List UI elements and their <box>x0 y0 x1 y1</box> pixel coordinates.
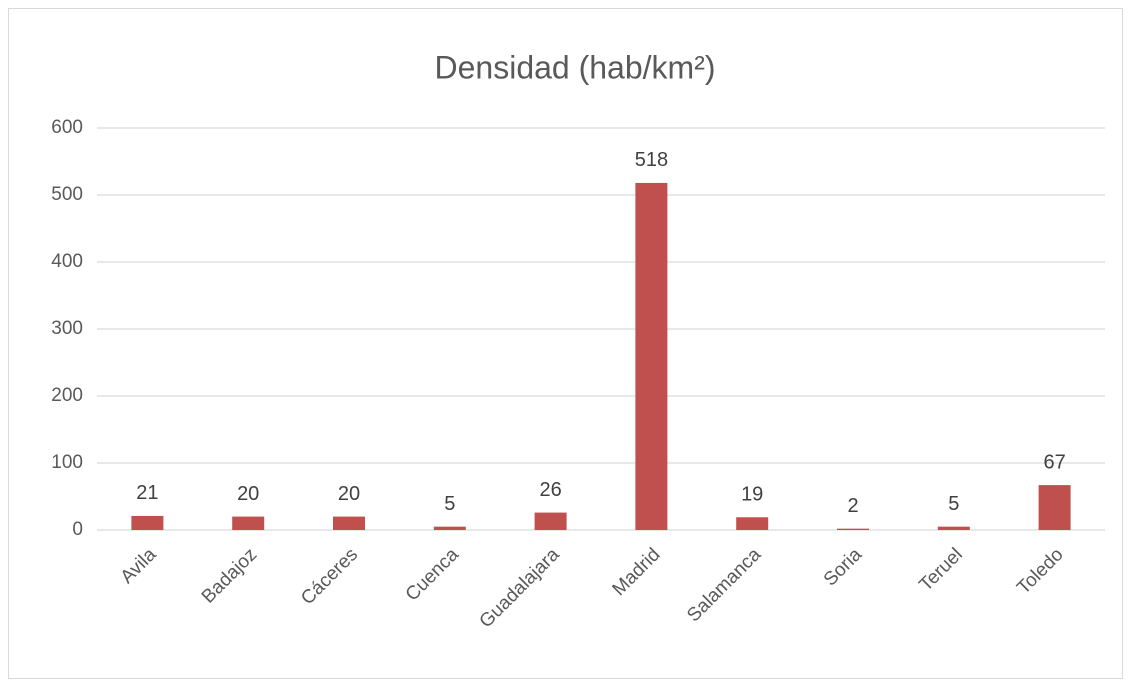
data-label: 5 <box>948 493 959 515</box>
data-label: 19 <box>741 484 763 506</box>
data-label: 518 <box>635 149 668 171</box>
bar <box>937 526 970 530</box>
data-label: 2 <box>847 495 858 517</box>
bar <box>534 512 567 530</box>
bar <box>736 517 769 530</box>
bar <box>433 526 466 530</box>
chart-frame <box>8 8 1123 679</box>
chart-title: Densidad (hab/km²) <box>435 49 716 85</box>
data-label: 21 <box>136 482 158 504</box>
data-label: 26 <box>539 479 561 501</box>
bar <box>232 516 265 530</box>
y-tick-label: 200 <box>51 385 83 406</box>
y-tick-label: 100 <box>51 452 83 473</box>
data-label: 5 <box>444 493 455 515</box>
y-tick-label: 400 <box>51 251 83 272</box>
bar <box>837 528 869 530</box>
y-tick-label: 300 <box>51 318 83 339</box>
bar <box>635 182 668 530</box>
bar <box>131 515 164 530</box>
data-label: 20 <box>237 483 259 505</box>
bar <box>1038 485 1071 530</box>
y-tick-label: 0 <box>72 519 83 540</box>
data-label: 67 <box>1043 451 1065 473</box>
y-tick-label: 600 <box>51 117 83 138</box>
y-tick-label: 500 <box>51 184 83 205</box>
bar <box>333 516 365 530</box>
data-label: 20 <box>338 483 360 505</box>
